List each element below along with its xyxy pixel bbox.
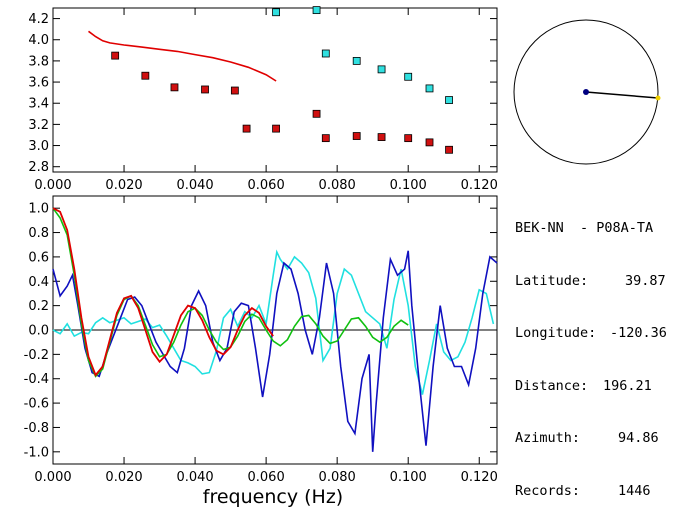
correlation-x-tick-label: 0.060 [248,470,285,485]
station-pair: BEK-NN - P08A-TA [515,220,654,236]
correlation-y-tick-label: -0.2 [24,348,49,363]
correlation-y-tick-label: 0.0 [28,324,49,339]
longitude-value: -120.36 [610,325,667,341]
correlation-y-tick-label: 1.0 [28,202,49,217]
distance-label: Distance: [515,377,589,394]
cyan-marker [272,8,280,17]
dispersion-y-tick-label: 4.0 [28,33,49,48]
red-marker [352,132,361,140]
dispersion-x-tick-label: 0.040 [176,178,213,193]
records-value: 1446 [618,482,651,499]
longitude-label: Longitude: [515,325,597,341]
correlation-y-tick-label: 0.2 [28,299,49,314]
correlation-y-tick-label: 0.6 [28,250,49,265]
info-latitude: Latitude: 39.87 [515,272,666,291]
correlation-y-tick-label: -0.8 [24,421,49,436]
correlation-x-tick-label: 0.080 [319,470,356,485]
cyan-marker [312,6,321,15]
x-axis-title: frequency (Hz) [203,486,343,508]
correlation-x-tick-label: 0.100 [390,470,427,485]
dispersion-y-tick-label: 2.8 [28,160,49,175]
dispersion-x-tick-label: 0.080 [319,178,356,193]
latitude-label: Latitude: [515,272,589,289]
cyan-marker [321,49,330,58]
dispersion-panel: 0.000 0.020 0.040 0.060 0.080 0.100 0.120 2.8 3.… [28,6,498,193]
red-marker [404,134,413,143]
correlation-y-tick-label: -1.0 [24,445,49,460]
red-marker [230,86,239,95]
distance-value: 196.21 [603,377,652,394]
dispersion-x-tick-label: 0.100 [390,178,427,193]
dispersion-frame [52,7,498,173]
info-records: Records: 1446 [515,483,653,501]
cyan-marker [425,84,434,93]
red-marker [445,145,453,154]
dispersion-y-tick-label: 3.8 [28,54,49,69]
map-path-line [585,91,659,99]
dispersion-curve [88,30,277,82]
correlation-x-tick-label: 0.040 [176,470,213,485]
red-marker [111,51,120,60]
records-label: Records: [515,482,581,499]
correlation-y-tick-label: 0.8 [28,226,49,241]
correlation-panel: 0.000 0.020 0.040 0.060 0.080 0.100 0.120 1.0 0.… [24,195,498,485]
red-marker [377,133,386,141]
red-marker [321,134,330,143]
station-info: BEK-NN - P08A-TA Latitude: 39.87 Longitud… [515,185,667,518]
info-longitude: Longitude: -120.36 [515,325,667,343]
cyan-marker [445,96,453,104]
red-marker [272,124,280,133]
correlation-y-tick-label: -0.4 [24,372,49,387]
azimuth-map [513,19,661,165]
dispersion-y-tick-label: 3.4 [28,97,49,112]
dispersion-x-tick-label: 0.060 [248,178,285,193]
blue-series-line [52,250,498,452]
map-station-end [655,95,661,101]
red-marker [425,138,434,147]
azimuth-value: 94.86 [618,430,659,446]
red-marker [141,71,150,80]
info-distance: Distance: 196.21 [515,378,653,396]
dispersion-y-tick-label: 3.2 [28,118,49,133]
red-marker [312,109,321,118]
red-marker [170,83,179,92]
red-marker [201,85,209,94]
dispersion-y-tick-label: 3.0 [28,139,49,154]
dispersion-x-tick-label: 0.020 [105,178,142,193]
dispersion-x-tick-label: 0.000 [34,178,71,193]
azimuth-label: Azimuth: [515,430,581,446]
red-marker [242,124,251,133]
correlation-y-tick-label: 0.4 [28,275,49,290]
correlation-x-tick-label: 0.020 [105,470,142,485]
latitude-value: 39.87 [625,272,666,289]
cyan-marker [352,57,361,65]
correlation-y-tick-label: -0.6 [24,397,49,412]
cyan-marker [377,65,386,74]
dispersion-x-tick-label: 0.120 [461,178,498,193]
red-series-line [52,207,274,377]
map-station-dot [583,89,589,95]
dispersion-y-tick-label: 3.6 [28,76,49,91]
map-circle [513,19,659,165]
correlation-x-tick-label: 0.120 [461,470,498,485]
correlation-x-tick-label: 0.000 [34,470,71,485]
info-azimuth: Azimuth: 94.86 [515,430,659,448]
dispersion-y-tick-label: 4.2 [28,12,49,27]
cyan-marker [404,72,413,81]
